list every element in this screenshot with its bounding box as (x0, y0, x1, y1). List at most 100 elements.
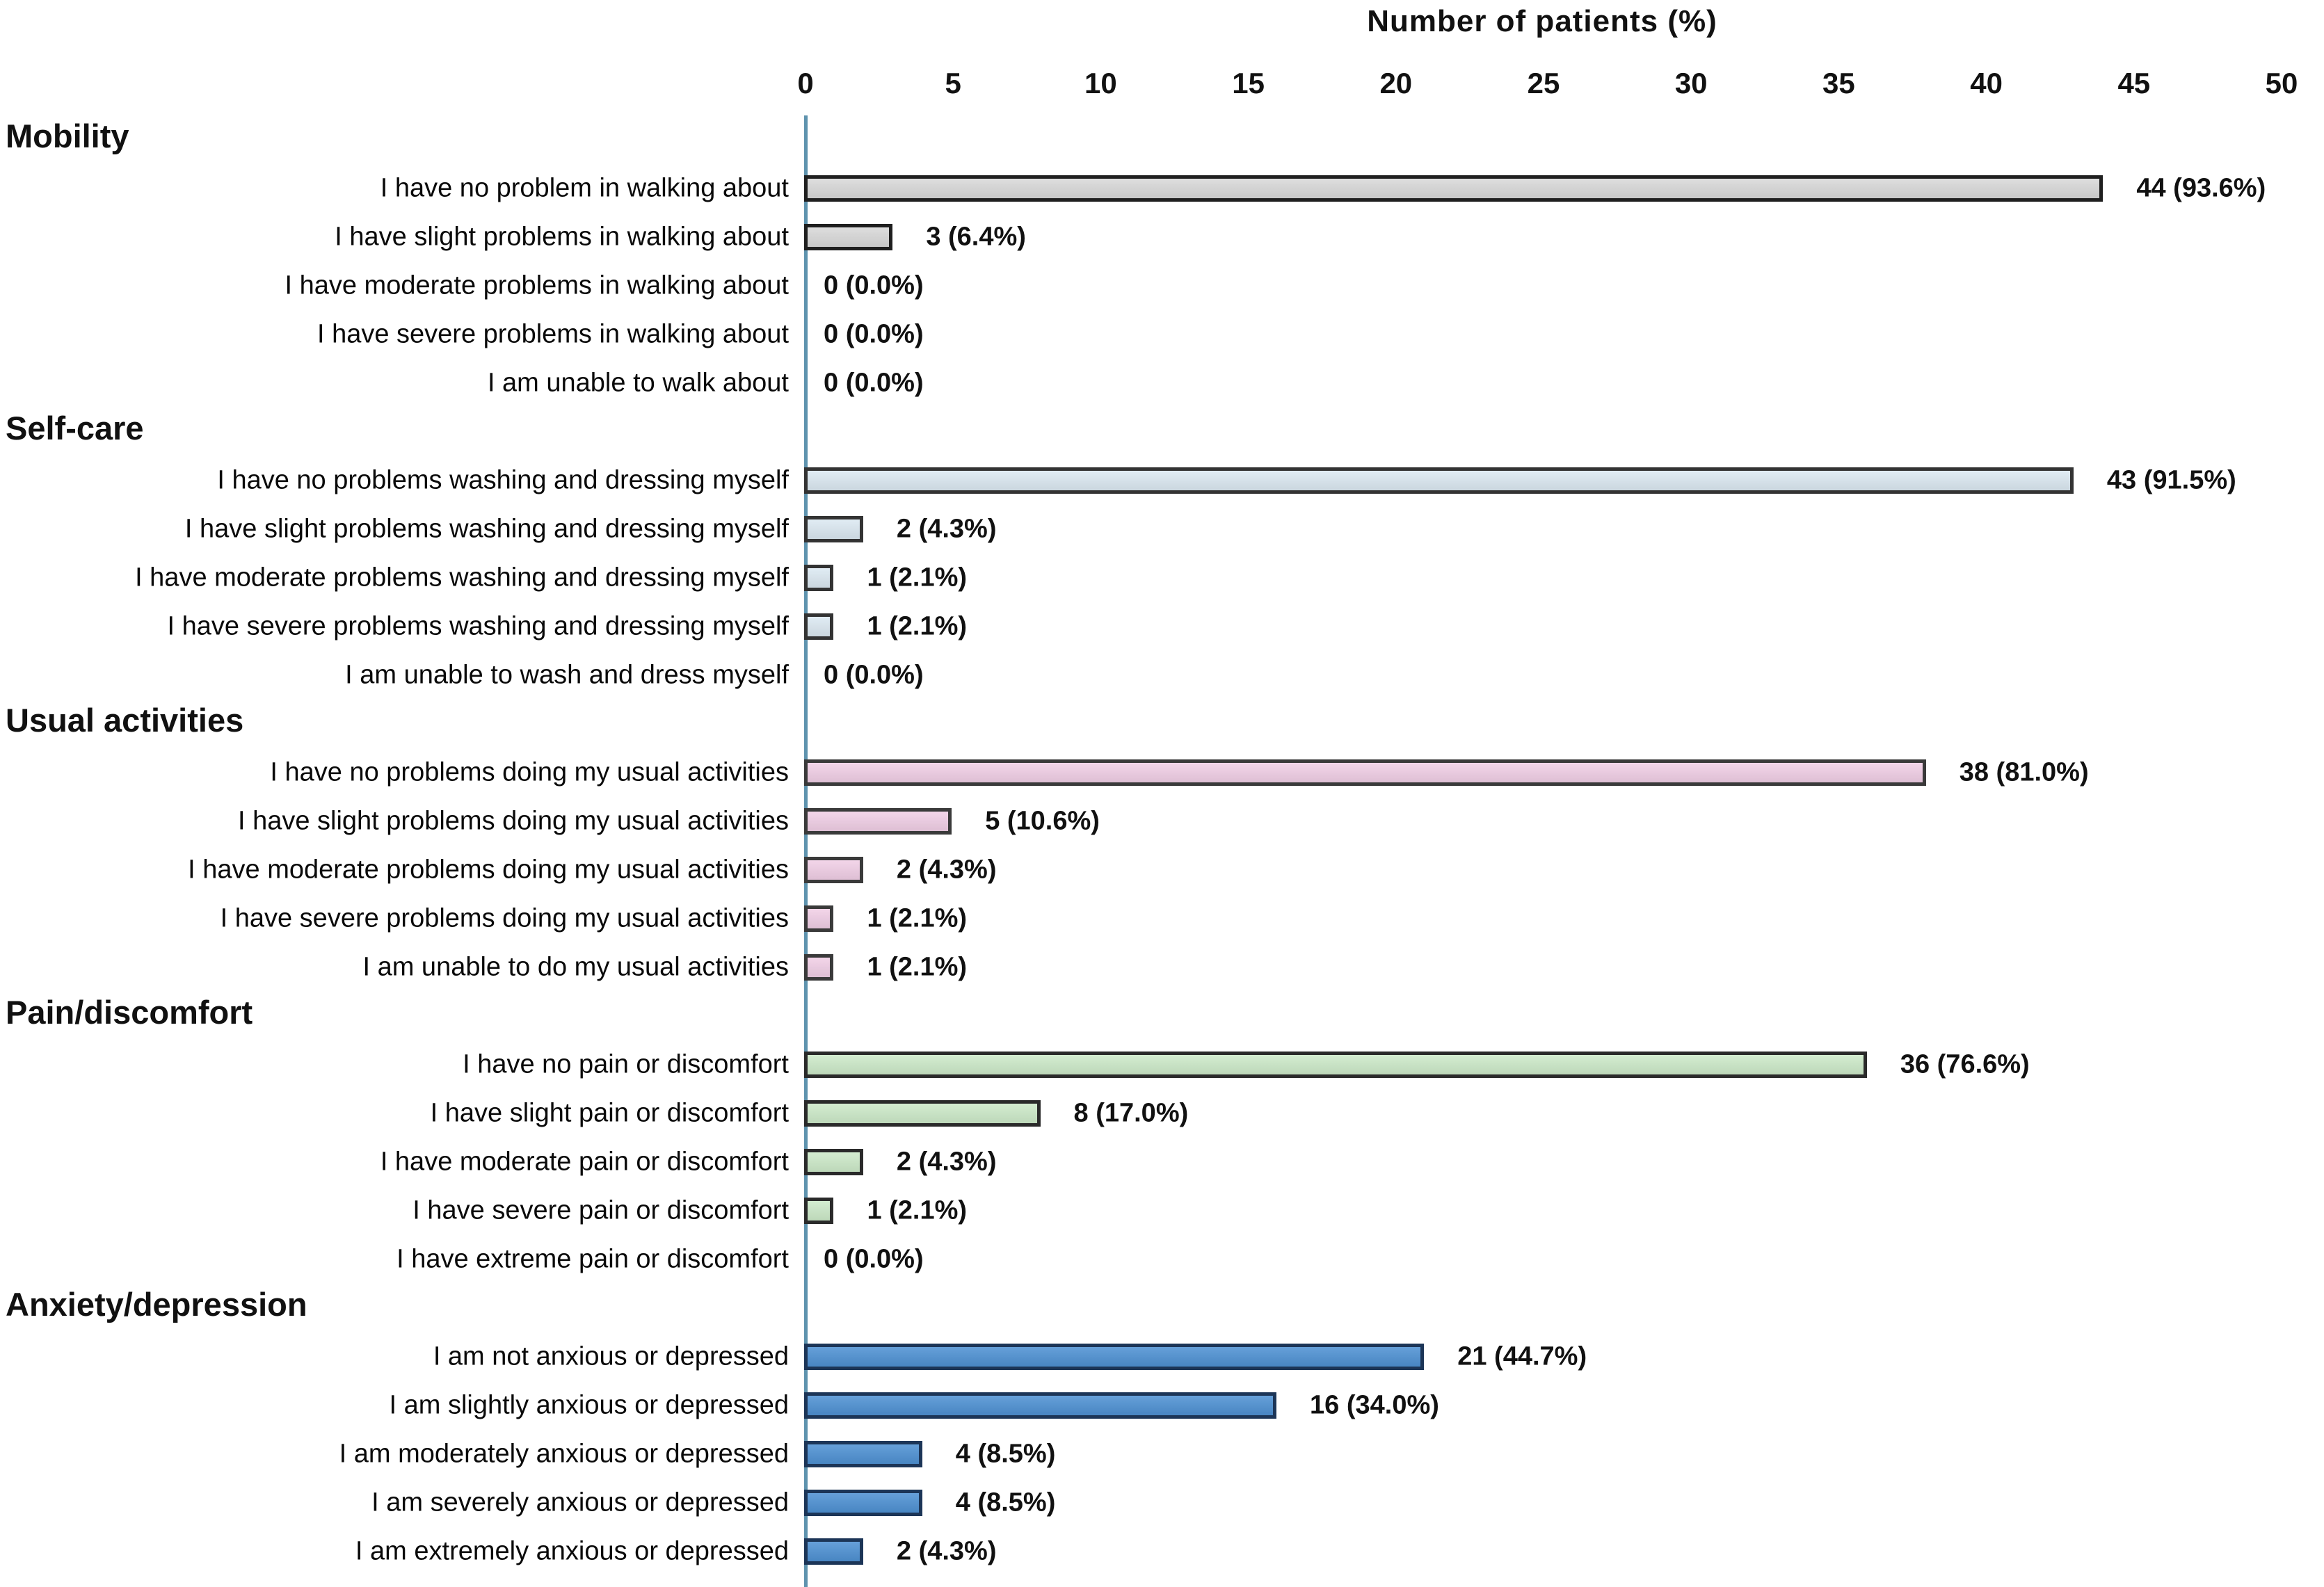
bar-row: I have moderate problems washing and dre… (0, 554, 2324, 602)
row-label: I have moderate problems doing my usual … (188, 855, 789, 885)
row-label: I am not anxious or depressed (433, 1342, 789, 1371)
row-plot-area: 2 (4.3%) (804, 1527, 2280, 1576)
axis-tick-label: 35 (1822, 67, 1855, 99)
value-label: 1 (2.1%) (867, 903, 968, 933)
row-plot-area: 0 (0.0%) (804, 261, 2280, 310)
axis-tick-label: 25 (1527, 67, 1560, 99)
row-plot-area: 16 (34.0%) (804, 1381, 2280, 1430)
row-label: I have moderate problems in walking abou… (285, 271, 789, 300)
bar-row: I have no problem in walking about 44 (93… (0, 164, 2324, 213)
row-label: I have slight pain or discomfort (430, 1098, 789, 1128)
value-label: 0 (0.0%) (824, 660, 924, 690)
bar-row: I am severely anxious or depressed 4 (8.5… (0, 1479, 2324, 1527)
section-header-self-care: Self-care (6, 410, 144, 446)
row-label: I have severe problems washing and dress… (167, 611, 789, 641)
bar (804, 1344, 1425, 1370)
row-plot-area: 2 (4.3%) (804, 1138, 2280, 1186)
value-label: 21 (44.7%) (1457, 1342, 1587, 1371)
row-label: I have extreme pain or discomfort (396, 1244, 789, 1274)
bar-row: I have slight problems washing and dress… (0, 505, 2324, 554)
bar-row: I am slightly anxious or depressed 16 (34… (0, 1381, 2324, 1430)
value-label: 1 (2.1%) (867, 563, 968, 593)
bar (804, 613, 834, 640)
row-label: I have severe problems doing my usual ac… (220, 903, 789, 933)
row-plot-area: 5 (10.6%) (804, 797, 2280, 846)
row-label: I am unable to walk about (487, 368, 789, 398)
bar (804, 1538, 863, 1565)
value-label: 0 (0.0%) (824, 1244, 924, 1274)
section-header-usual-activities: Usual activities (6, 702, 244, 739)
axis-tick-label: 45 (2117, 67, 2151, 99)
value-label: 0 (0.0%) (824, 271, 924, 300)
row-plot-area: 3 (6.4%) (804, 213, 2280, 261)
bar (804, 1392, 1277, 1419)
row-label: I have no problems doing my usual activi… (270, 757, 789, 787)
value-label: 0 (0.0%) (824, 319, 924, 349)
value-label: 2 (4.3%) (896, 1147, 997, 1177)
bar (804, 175, 2103, 202)
bar-row: I am unable to wash and dress myself 0 (0… (0, 651, 2324, 700)
bar (804, 224, 893, 250)
bar-row: I am unable to walk about 0 (0.0%) (0, 359, 2324, 408)
axis-tick-label: 5 (945, 67, 961, 99)
value-label: 38 (81.0%) (1959, 757, 2089, 787)
axis-tick-label: 0 (797, 67, 814, 99)
row-plot-area: 4 (8.5%) (804, 1479, 2280, 1527)
axis-title: Number of patients (%) (1367, 4, 1717, 38)
bar-row: I have no problems washing and dressing … (0, 456, 2324, 505)
bar-row: I have slight pain or discomfort 8 (17.0%… (0, 1089, 2324, 1138)
row-label: I am slightly anxious or depressed (389, 1390, 789, 1420)
row-label: I have no problem in walking about (380, 173, 789, 203)
bar (804, 1198, 834, 1224)
value-label: 1 (2.1%) (867, 1195, 968, 1225)
bar (804, 516, 863, 542)
bar-row: I have severe problems washing and dress… (0, 602, 2324, 651)
row-plot-area: 1 (2.1%) (804, 1186, 2280, 1235)
axis-tick-label: 50 (2265, 67, 2298, 99)
bar (804, 1052, 1867, 1078)
row-plot-area: 1 (2.1%) (804, 554, 2280, 602)
row-plot-area: 43 (91.5%) (804, 456, 2280, 505)
bar (804, 954, 834, 981)
row-plot-area: 21 (44.7%) (804, 1332, 2280, 1381)
row-plot-area: 2 (4.3%) (804, 846, 2280, 894)
bar-row: I am extremely anxious or depressed 2 (4.… (0, 1527, 2324, 1576)
bar-row: I have severe problems in walking about 0… (0, 310, 2324, 359)
value-label: 5 (10.6%) (985, 806, 1100, 836)
row-plot-area: 0 (0.0%) (804, 651, 2280, 700)
axis-tick-label: 30 (1674, 67, 1708, 99)
value-label: 43 (91.5%) (2106, 465, 2236, 495)
row-plot-area: 1 (2.1%) (804, 894, 2280, 943)
row-label: I am extremely anxious or depressed (355, 1536, 789, 1566)
bar (804, 857, 863, 883)
value-label: 4 (8.5%) (955, 1439, 1056, 1469)
row-plot-area: 0 (0.0%) (804, 310, 2280, 359)
value-label: 16 (34.0%) (1310, 1390, 1439, 1420)
value-label: 2 (4.3%) (896, 855, 997, 885)
bar-row: I have severe pain or discomfort 1 (2.1%) (0, 1186, 2324, 1235)
row-label: I am unable to wash and dress myself (345, 660, 789, 690)
row-label: I have severe pain or discomfort (412, 1195, 789, 1225)
row-plot-area: 1 (2.1%) (804, 943, 2280, 992)
value-label: 36 (76.6%) (1900, 1049, 2030, 1079)
bar-row: I have moderate problems in walking abou… (0, 261, 2324, 310)
row-plot-area: 8 (17.0%) (804, 1089, 2280, 1138)
value-label: 2 (4.3%) (896, 1536, 997, 1566)
row-label: I am severely anxious or depressed (371, 1488, 789, 1517)
bar-row: I have moderate pain or discomfort 2 (4.3… (0, 1138, 2324, 1186)
row-plot-area: 36 (76.6%) (804, 1040, 2280, 1089)
row-plot-area: 4 (8.5%) (804, 1430, 2280, 1479)
bar-row: I have slight problems doing my usual ac… (0, 797, 2324, 846)
row-label: I have moderate problems washing and dre… (135, 563, 789, 593)
value-label: 0 (0.0%) (824, 368, 924, 398)
row-label: I have slight problems doing my usual ac… (237, 806, 789, 836)
row-label: I am moderately anxious or depressed (339, 1439, 789, 1469)
bar-row: I have no pain or discomfort 36 (76.6%) (0, 1040, 2324, 1089)
row-label: I am unable to do my usual activities (362, 952, 789, 982)
axis-tick-label: 10 (1084, 67, 1117, 99)
row-plot-area: 0 (0.0%) (804, 359, 2280, 408)
bar (804, 565, 834, 591)
row-plot-area: 38 (81.0%) (804, 748, 2280, 797)
bar (804, 759, 1926, 786)
